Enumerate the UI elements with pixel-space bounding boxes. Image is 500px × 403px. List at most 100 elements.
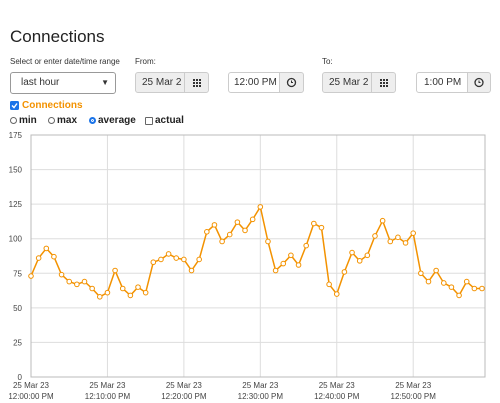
option-max[interactable]: max bbox=[48, 115, 77, 126]
data-point bbox=[181, 256, 187, 263]
data-point bbox=[81, 278, 88, 285]
data-point bbox=[112, 267, 118, 274]
data-point bbox=[433, 267, 439, 274]
data-point bbox=[265, 238, 271, 245]
plot-border bbox=[30, 134, 486, 378]
data-point bbox=[74, 281, 80, 288]
data-point bbox=[127, 292, 134, 299]
from-label: From: bbox=[135, 57, 156, 66]
x-tick-label: 25 Mar 23 12:40:00 PM bbox=[314, 381, 360, 401]
x-tick-label: 25 Mar 23 12:10:00 PM bbox=[84, 381, 131, 401]
y-tick-label: 150 bbox=[9, 166, 23, 175]
data-point bbox=[318, 224, 325, 231]
range-label: Select or enter date/time range bbox=[10, 57, 120, 66]
data-point bbox=[402, 240, 409, 246]
data-point bbox=[165, 251, 172, 257]
from-date[interactable]: 25 Mar 2 bbox=[135, 72, 185, 93]
x-tick-label: 25 Mar 23 12:00:00 PM bbox=[8, 381, 54, 401]
data-point bbox=[456, 292, 462, 299]
data-point bbox=[288, 252, 294, 259]
data-point bbox=[311, 220, 317, 227]
to-calendar-button[interactable] bbox=[371, 72, 396, 93]
data-point bbox=[204, 229, 210, 235]
series-toggle[interactable]: Connections bbox=[10, 100, 83, 111]
from-clock-button[interactable] bbox=[279, 72, 304, 93]
option-label: average bbox=[98, 115, 136, 126]
data-point bbox=[372, 233, 378, 239]
data-point bbox=[349, 249, 355, 256]
data-point bbox=[257, 204, 264, 210]
x-tick-label: 25 Mar 23 12:50:00 PM bbox=[390, 381, 436, 401]
option-average[interactable]: average bbox=[89, 115, 136, 126]
clock-icon bbox=[474, 77, 484, 88]
to-clock-button[interactable] bbox=[467, 72, 491, 93]
data-point bbox=[119, 285, 126, 292]
series-line bbox=[30, 204, 482, 298]
data-point bbox=[35, 255, 42, 261]
data-point bbox=[395, 234, 401, 241]
data-point bbox=[479, 285, 485, 292]
data-point bbox=[158, 256, 164, 263]
data-point bbox=[418, 270, 424, 277]
data-point bbox=[226, 231, 233, 238]
data-point bbox=[471, 285, 478, 292]
data-point bbox=[150, 259, 157, 266]
range-select[interactable]: last hour ▼ bbox=[10, 72, 116, 94]
data-point bbox=[463, 278, 470, 285]
data-point bbox=[425, 278, 432, 285]
calendar-icon bbox=[193, 79, 201, 87]
data-point bbox=[333, 291, 340, 297]
data-point bbox=[43, 245, 50, 252]
data-point bbox=[364, 252, 371, 259]
range-select-text: last hour bbox=[21, 77, 60, 88]
checkbox-checked bbox=[10, 101, 19, 110]
series-name: Connections bbox=[22, 100, 83, 111]
data-point bbox=[303, 242, 309, 249]
y-tick-label: 0 bbox=[18, 373, 23, 382]
clock-icon bbox=[286, 77, 297, 88]
data-point bbox=[104, 289, 111, 296]
data-point bbox=[356, 258, 363, 264]
data-point bbox=[242, 227, 248, 234]
data-point bbox=[387, 238, 394, 245]
data-point bbox=[295, 262, 302, 268]
page-title: Connections bbox=[10, 27, 105, 46]
data-point bbox=[96, 293, 103, 300]
y-tick-label: 175 bbox=[9, 131, 23, 140]
from-calendar-button[interactable] bbox=[184, 72, 209, 93]
data-point bbox=[272, 267, 279, 274]
data-point bbox=[234, 219, 241, 225]
data-point bbox=[135, 284, 141, 290]
data-point bbox=[142, 289, 149, 296]
data-point bbox=[173, 255, 180, 261]
data-point bbox=[196, 256, 202, 263]
data-point bbox=[280, 260, 287, 267]
data-point bbox=[66, 278, 73, 285]
x-tick-label: 25 Mar 23 12:30:00 PM bbox=[237, 381, 283, 401]
data-point bbox=[188, 267, 195, 274]
option-label: actual bbox=[155, 115, 184, 126]
data-point bbox=[89, 285, 95, 292]
data-point bbox=[440, 280, 447, 286]
y-tick-label: 125 bbox=[9, 200, 23, 209]
y-tick-label: 50 bbox=[13, 304, 22, 313]
data-point bbox=[326, 281, 332, 288]
option-actual[interactable]: actual bbox=[145, 115, 184, 126]
data-point bbox=[219, 238, 225, 245]
data-point bbox=[410, 230, 417, 236]
option-label: min bbox=[19, 115, 37, 126]
option-min[interactable]: min bbox=[10, 115, 37, 126]
data-point bbox=[58, 271, 65, 278]
data-point bbox=[379, 217, 386, 224]
data-point bbox=[211, 222, 218, 228]
calendar-icon bbox=[380, 79, 388, 87]
data-point bbox=[448, 284, 455, 290]
x-tick-label: 25 Mar 23 12:20:00 PM bbox=[161, 381, 207, 401]
data-point bbox=[249, 216, 256, 223]
y-tick-label: 75 bbox=[13, 269, 22, 278]
data-point bbox=[341, 269, 348, 275]
to-time[interactable]: 1:00 PM bbox=[416, 72, 468, 93]
data-point bbox=[51, 253, 57, 260]
